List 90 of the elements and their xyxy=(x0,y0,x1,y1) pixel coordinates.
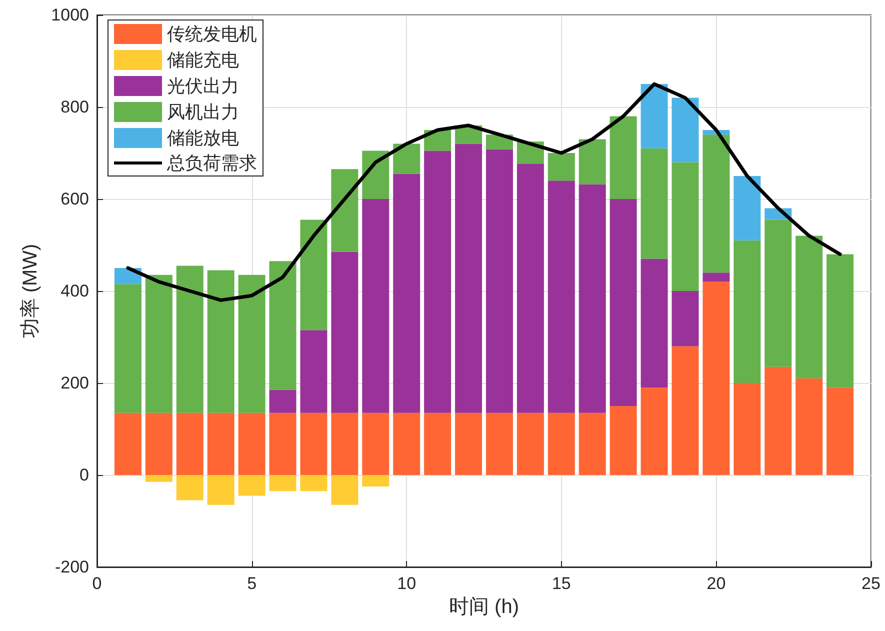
x-tick-label: 5 xyxy=(247,574,257,593)
bar xyxy=(796,378,823,475)
bar xyxy=(269,390,296,413)
y-tick-label: -200 xyxy=(54,558,89,576)
bar xyxy=(269,261,296,390)
bar xyxy=(702,272,730,282)
bar xyxy=(734,176,761,240)
bar xyxy=(331,252,358,413)
bar xyxy=(672,346,699,475)
bar xyxy=(362,412,390,475)
bar xyxy=(300,220,328,330)
bar xyxy=(300,330,328,413)
bar xyxy=(640,84,668,148)
y-tick-label: 400 xyxy=(60,282,89,300)
bar xyxy=(702,134,730,273)
bar xyxy=(548,412,575,475)
bar xyxy=(176,475,204,500)
legend-label: 总负荷需求 xyxy=(166,153,257,173)
bar xyxy=(424,150,452,413)
bar xyxy=(610,199,637,406)
bar xyxy=(145,274,172,413)
bar xyxy=(393,174,420,413)
y-tick-label: 1000 xyxy=(51,6,89,24)
bar xyxy=(826,388,854,475)
legend-label: 储能放电 xyxy=(167,128,239,148)
bar xyxy=(640,258,668,388)
bar xyxy=(176,266,204,413)
bar xyxy=(516,412,544,475)
bar xyxy=(486,149,513,413)
legend-label: 储能充电 xyxy=(167,50,239,70)
bar xyxy=(331,169,358,252)
bar xyxy=(362,199,390,413)
bar xyxy=(145,412,172,475)
y-tick-label: 800 xyxy=(60,98,89,116)
bar xyxy=(269,412,296,475)
bar xyxy=(238,475,266,496)
legend-label: 传统发电机 xyxy=(167,24,257,44)
x-tick-label: 10 xyxy=(397,574,416,593)
bar xyxy=(672,291,699,346)
y-tick-label: 200 xyxy=(60,374,89,392)
y-axis-title: 功率 (MW) xyxy=(19,244,42,338)
bar xyxy=(300,475,328,492)
bar xyxy=(176,412,204,475)
legend-label: 风机出力 xyxy=(167,102,239,122)
bar xyxy=(796,236,823,378)
x-tick-label: 20 xyxy=(706,574,726,593)
x-tick-label: 0 xyxy=(92,574,102,593)
bar xyxy=(455,412,482,475)
bar xyxy=(486,412,513,475)
bar xyxy=(640,148,668,259)
bar xyxy=(238,274,266,413)
bar xyxy=(362,475,390,486)
bar xyxy=(300,412,328,475)
bar xyxy=(516,164,544,413)
bar xyxy=(455,144,482,413)
bar xyxy=(331,412,358,475)
bar xyxy=(393,144,420,174)
bar xyxy=(548,153,575,181)
bar xyxy=(114,284,142,413)
bar xyxy=(672,162,699,291)
bar xyxy=(734,383,761,475)
bar xyxy=(207,270,234,413)
bar xyxy=(764,366,792,475)
bar xyxy=(145,475,172,482)
bar xyxy=(578,412,606,475)
bar xyxy=(610,116,637,199)
bar xyxy=(207,475,234,505)
bar xyxy=(207,412,234,475)
bar xyxy=(672,98,699,162)
y-tick-label: 0 xyxy=(80,466,89,484)
bar xyxy=(331,475,358,505)
bar xyxy=(734,240,761,383)
x-tick-label: 25 xyxy=(862,574,880,593)
x-axis-title: 时间 (h) xyxy=(449,596,519,618)
bar xyxy=(826,254,854,388)
bar xyxy=(238,412,266,475)
bar xyxy=(424,412,452,475)
legend-label: 光伏出力 xyxy=(167,76,239,96)
bar xyxy=(702,282,730,475)
bar xyxy=(269,475,296,492)
bar xyxy=(393,412,420,475)
bar xyxy=(610,406,637,475)
bar xyxy=(548,180,575,413)
bar xyxy=(764,220,792,367)
y-tick-label: 600 xyxy=(60,190,89,208)
bar xyxy=(640,388,668,475)
bar xyxy=(578,139,606,184)
bar xyxy=(578,184,606,413)
x-tick-label: 15 xyxy=(552,574,571,593)
bar xyxy=(114,412,142,475)
